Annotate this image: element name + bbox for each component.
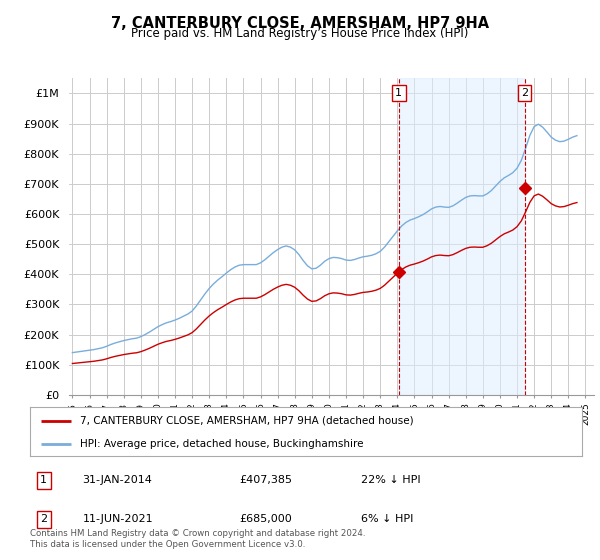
Text: 1: 1 [40,475,47,485]
Text: 11-JUN-2021: 11-JUN-2021 [82,515,153,524]
Text: 6% ↓ HPI: 6% ↓ HPI [361,515,413,524]
Text: 2: 2 [521,88,528,98]
Text: £407,385: £407,385 [240,475,293,485]
Text: Contains HM Land Registry data © Crown copyright and database right 2024.
This d: Contains HM Land Registry data © Crown c… [30,529,365,549]
Text: 7, CANTERBURY CLOSE, AMERSHAM, HP7 9HA: 7, CANTERBURY CLOSE, AMERSHAM, HP7 9HA [111,16,489,31]
Text: 31-JAN-2014: 31-JAN-2014 [82,475,152,485]
Text: HPI: Average price, detached house, Buckinghamshire: HPI: Average price, detached house, Buck… [80,439,363,449]
Text: 2: 2 [40,515,47,524]
Text: Price paid vs. HM Land Registry’s House Price Index (HPI): Price paid vs. HM Land Registry’s House … [131,27,469,40]
Text: £685,000: £685,000 [240,515,293,524]
Text: 1: 1 [395,88,402,98]
Text: 7, CANTERBURY CLOSE, AMERSHAM, HP7 9HA (detached house): 7, CANTERBURY CLOSE, AMERSHAM, HP7 9HA (… [80,416,413,426]
Text: 22% ↓ HPI: 22% ↓ HPI [361,475,421,485]
